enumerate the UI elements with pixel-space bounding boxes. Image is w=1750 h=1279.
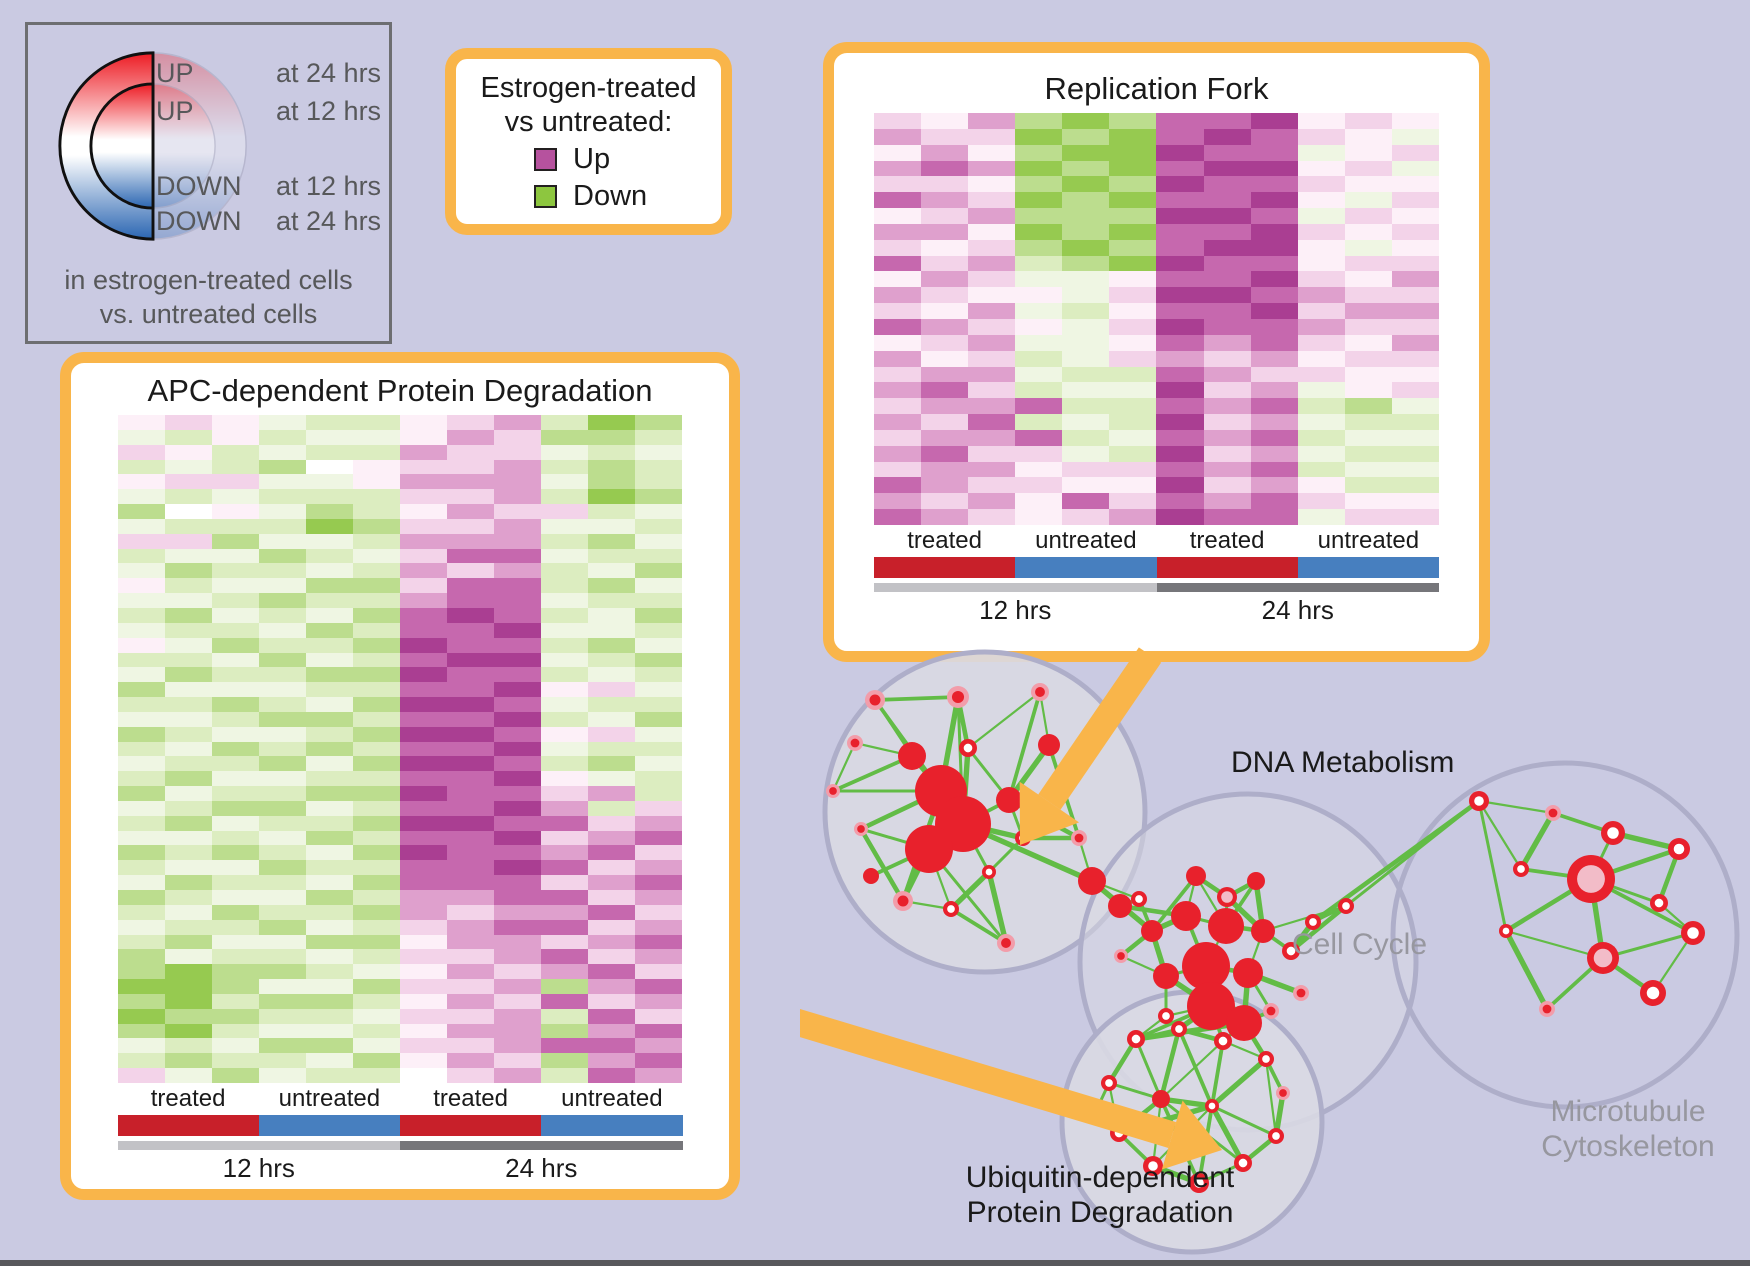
untreated-bar-segment (258, 1115, 400, 1136)
legend-item-down: Down (534, 180, 721, 213)
panel-replication-fork: Replication Fork treated untreated treat… (823, 42, 1490, 662)
inner-ring-faded-half (152, 83, 216, 209)
treated-bar-segment (400, 1115, 542, 1136)
updown-legend-box: Estrogen-treated vs untreated: Up Down (445, 48, 732, 235)
apc-time-labels: 12 hrs 24 hrs (118, 1153, 683, 1184)
apc-heatmap (117, 415, 683, 1083)
ring-dir-label: UP (156, 96, 194, 126)
ring-legend-box: UP at 24 hrs UP at 12 hrs DOWN at 12 hrs… (25, 22, 392, 344)
treated-bar-segment (1156, 557, 1298, 578)
ubiquitin-label-line2: Protein Degradation (966, 1196, 1234, 1229)
microtubule-label-line2: Cytoskeleton (1541, 1130, 1715, 1163)
ring-caption-line1: in estrogen-treated cells (64, 265, 353, 295)
ring-dir-label: DOWN (156, 206, 242, 236)
rf-time-labels: 12 hrs 24 hrs (874, 595, 1439, 626)
hrs24-bar-segment (400, 1141, 683, 1150)
ring-time-label: at 24 hrs (276, 206, 382, 236)
up-label: Up (573, 143, 611, 175)
apc-label-treated-12: treated (150, 1085, 226, 1112)
updown-legend-items: Up Down (456, 143, 721, 213)
hrs12-bar-segment (117, 1141, 400, 1150)
hrs12-bar-segment (874, 583, 1157, 592)
figure-bottom-margin (0, 1266, 1750, 1279)
apc-time-bar (117, 1141, 683, 1150)
down-label: Down (573, 180, 648, 212)
microtubule-label-line1: Microtubule (1550, 1095, 1706, 1128)
apc-24hrs-label: 24 hrs (505, 1153, 578, 1183)
apc-footer: treated untreated treated untreated 12 h… (117, 1085, 683, 1184)
untreated-bar-segment (1015, 557, 1157, 578)
rf-label-treated-24: treated (1189, 527, 1265, 554)
apc-condition-bar (117, 1115, 683, 1136)
updown-legend-title-line1: Estrogen-treated (480, 72, 697, 104)
treated-bar-segment (117, 1115, 259, 1136)
ring-dir-label: DOWN (156, 171, 242, 201)
up-swatch (534, 148, 557, 171)
up-down-ring-glyph (58, 51, 247, 241)
treated-bar-segment (874, 557, 1016, 578)
cluster-label-dna-metabolism: DNA Metabolism (1231, 746, 1455, 779)
rf-heatmap (874, 113, 1439, 525)
ring-time-label: at 12 hrs (276, 171, 382, 201)
cluster-label-cell-cycle: Cell Cycle (1292, 928, 1428, 961)
apc-label-untreated-12: untreated (278, 1085, 381, 1112)
rf-24hrs-label: 24 hrs (1261, 595, 1334, 625)
ubiquitin-label-line1: Ubiquitin-dependent (965, 1161, 1235, 1194)
rf-footer: treated untreated treated untreated 12 h… (874, 527, 1439, 626)
panel-rf-title: Replication Fork (1044, 71, 1269, 106)
rf-time-bar (874, 583, 1439, 592)
panel-apc: APC-dependent Protein Degradation treate… (60, 352, 740, 1200)
hrs24-bar-segment (1156, 583, 1439, 592)
legend-item-up: Up (534, 143, 721, 176)
untreated-bar-segment (541, 1115, 683, 1136)
apc-12hrs-label: 12 hrs (222, 1153, 295, 1183)
rf-label-untreated-12: untreated (1035, 527, 1137, 554)
rf-label-treated-12: treated (907, 527, 982, 554)
updown-legend-title-line2: vs untreated: (504, 106, 673, 138)
ring-caption-line2: vs. untreated cells (99, 299, 318, 329)
untreated-bar-segment (1297, 557, 1439, 578)
ring-time-label: at 12 hrs (276, 96, 382, 126)
ring-time-label: at 24 hrs (276, 58, 382, 88)
ring-dir-label: UP (156, 58, 194, 88)
apc-label-untreated-24: untreated (561, 1085, 663, 1112)
inner-ring-solid-half (89, 82, 155, 210)
rf-condition-bar (874, 557, 1439, 578)
apc-label-treated-24: treated (433, 1085, 508, 1112)
panel-apc-title: APC-dependent Protein Degradation (147, 373, 653, 408)
cluster-label-ubiquitin: Ubiquitin-dependent Protein Degradation (950, 1160, 1250, 1230)
updown-legend-title: Estrogen-treated vs untreated: (456, 71, 721, 139)
rf-group-labels: treated untreated treated untreated (874, 527, 1439, 555)
gene-network-graph (800, 647, 1740, 1255)
down-swatch (534, 185, 557, 208)
apc-group-labels: treated untreated treated untreated (118, 1085, 683, 1113)
rf-label-untreated-24: untreated (1317, 527, 1420, 554)
figure-bottom-border (0, 1260, 1750, 1266)
rf-12hrs-label: 12 hrs (979, 595, 1052, 625)
cluster-label-microtubule-cytoskeleton: Microtubule Cytoskeleton (1498, 1094, 1750, 1164)
